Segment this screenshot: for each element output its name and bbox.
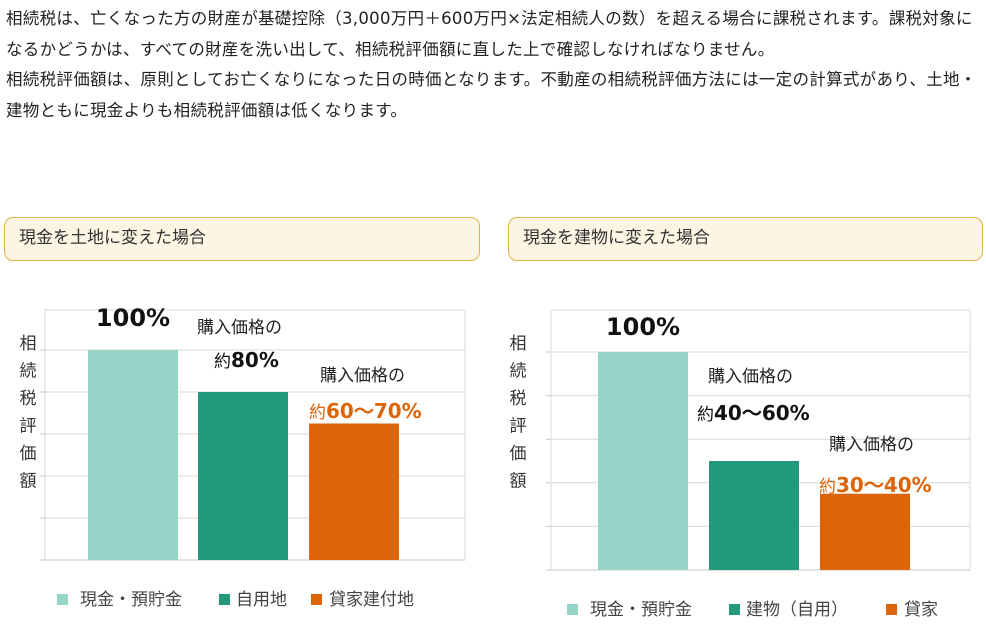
legend-label-1: 自用地 xyxy=(236,590,287,610)
data-label-value: 約80% xyxy=(214,348,279,372)
legend-swatch-0 xyxy=(567,604,578,615)
data-label-prefix: 購入価格の xyxy=(708,367,793,387)
data-label-value: 100% xyxy=(606,313,680,341)
case-box-land: 現金を土地に変えた場合 xyxy=(4,217,480,261)
y-axis-label-char: 評 xyxy=(510,417,527,437)
legend-label-2: 貸家 xyxy=(904,600,938,620)
y-axis-label-char: 相 xyxy=(20,334,37,354)
bar-0 xyxy=(598,352,688,570)
case-box-building: 現金を建物に変えた場合 xyxy=(508,217,983,261)
bar-1 xyxy=(709,461,799,570)
case-title-land: 現金を土地に変えた場合 xyxy=(19,228,206,248)
legend-swatch-2 xyxy=(311,594,322,605)
y-axis-label-char: 続 xyxy=(20,362,37,382)
bar-2 xyxy=(309,423,399,560)
y-axis-label-char: 税 xyxy=(20,389,37,409)
intro-paragraph-2: 相続税評価額は、原則としてお亡くなりになった日の時価となります。不動産の相続税評… xyxy=(6,70,977,120)
legend-label-1: 建物（自用） xyxy=(746,600,848,620)
intro-text: 相続税は、亡くなった方の財産が基礎控除（3,000万円＋600万円×法定相続人の… xyxy=(6,4,981,126)
data-label-value: 100% xyxy=(96,304,170,332)
legend-label-0: 現金・預貯金 xyxy=(80,590,182,610)
data-label-prefix: 購入価格の xyxy=(197,318,282,338)
bar-1 xyxy=(198,392,288,560)
legend-swatch-2 xyxy=(886,604,897,615)
bar-0 xyxy=(88,350,178,560)
y-axis-label-char: 税 xyxy=(510,389,527,409)
y-axis-label-char: 価 xyxy=(510,444,527,464)
data-label-prefix: 購入価格の xyxy=(320,366,405,386)
data-label-value: 約40～60% xyxy=(697,401,810,425)
y-axis-label-char: 額 xyxy=(20,472,37,492)
data-label-value: 約30～40% xyxy=(819,473,932,497)
case-title-building: 現金を建物に変えた場合 xyxy=(523,228,710,248)
legend-swatch-1 xyxy=(729,604,740,615)
legend-swatch-1 xyxy=(219,594,230,605)
data-label-prefix: 購入価格の xyxy=(829,435,914,455)
y-axis-label-char: 価 xyxy=(20,444,37,464)
y-axis-label-char: 続 xyxy=(510,362,527,382)
intro-paragraph-1: 相続税は、亡くなった方の財産が基礎控除（3,000万円＋600万円×法定相続人の… xyxy=(6,9,973,59)
y-axis-label-char: 評 xyxy=(20,417,37,437)
data-label-value: 約60～70% xyxy=(309,399,422,423)
y-axis-label-char: 額 xyxy=(510,472,527,492)
legend-swatch-0 xyxy=(57,594,68,605)
bar-2 xyxy=(820,493,910,570)
legend-label-2: 貸家建付地 xyxy=(329,590,414,610)
legend-label-0: 現金・預貯金 xyxy=(590,600,692,620)
y-axis-label-char: 相 xyxy=(510,334,527,354)
